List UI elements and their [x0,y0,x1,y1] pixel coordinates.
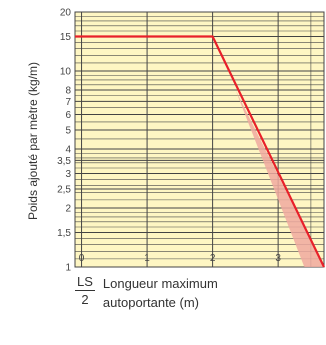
y-tick-label: 20 [60,8,72,19]
plot-background [75,12,324,267]
x-tick-label: 0 [79,253,85,264]
y-tick-label: 1,5 [57,228,71,239]
y-tick-label: 3 [65,169,71,180]
y-tick-label: 8 [65,85,71,96]
y-tick-label: 5 [65,126,71,137]
y-tick-label: 4 [65,144,71,155]
chart-svg: 11,522,533,545678101520 0123 Poids ajout… [0,0,326,275]
x-tick-label: 2 [210,253,216,264]
ls-fraction: LS 2 [75,274,95,307]
fraction-denominator: 2 [81,291,88,307]
y-tick-label: 15 [60,32,72,43]
y-tick-label: 2,5 [57,185,71,196]
fraction-numerator: LS [75,274,95,291]
y-tick-label: 10 [60,67,72,78]
y-tick-label: 7 [65,97,71,108]
x-axis-label-line1: Longueur maximum [103,274,218,293]
x-axis-caption: LS 2 Longueur maximum autoportante (m) [75,274,218,312]
x-tick-label: 3 [275,253,281,264]
y-tick-label: 1 [65,263,71,274]
x-axis-label-line2: autoportante (m) [103,293,218,312]
y-tick-labels: 1 1,5 2 2,5 3 3,54 5 6 78 10 15 20 [57,8,71,274]
y-tick-label: 6 [65,110,71,121]
x-tick-label: 1 [144,253,150,264]
y-tick-label: 3,5 [57,156,71,167]
y-tick-label: 2 [65,203,71,214]
x-axis-label: Longueur maximum autoportante (m) [103,274,218,312]
y-axis-label: Poids ajouté par mètre (kg/m) [26,62,40,220]
